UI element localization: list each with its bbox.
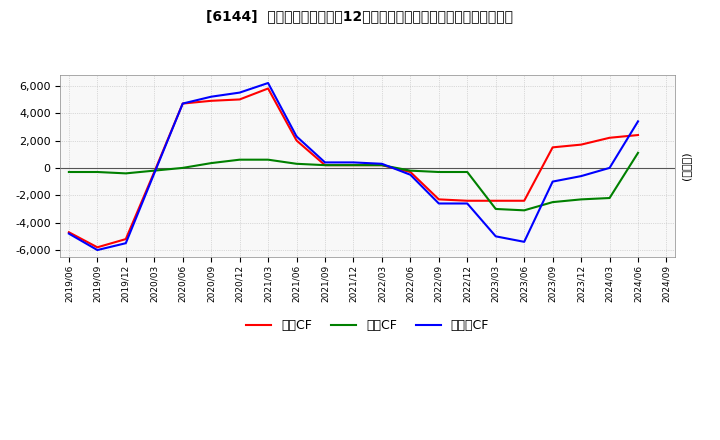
フリーCF	[463, 201, 472, 206]
営業CF	[577, 142, 585, 147]
フリーCF	[264, 81, 272, 86]
フリーCF	[93, 247, 102, 253]
投資CF	[122, 171, 130, 176]
営業CF	[320, 162, 329, 168]
フリーCF	[406, 172, 415, 177]
投資CF	[150, 168, 158, 173]
投資CF	[406, 168, 415, 173]
Line: 営業CF: 営業CF	[69, 88, 638, 247]
フリーCF	[349, 160, 358, 165]
投資CF	[377, 162, 386, 168]
投資CF	[179, 165, 187, 171]
営業CF	[65, 230, 73, 235]
投資CF	[235, 157, 244, 162]
営業CF	[292, 138, 301, 143]
フリーCF	[320, 160, 329, 165]
フリーCF	[634, 119, 642, 124]
フリーCF	[207, 94, 215, 99]
フリーCF	[577, 173, 585, 179]
フリーCF	[235, 90, 244, 95]
Line: フリーCF: フリーCF	[69, 83, 638, 250]
営業CF	[179, 101, 187, 106]
投資CF	[292, 161, 301, 166]
投資CF	[463, 169, 472, 175]
フリーCF	[179, 101, 187, 106]
営業CF	[606, 135, 614, 140]
営業CF	[492, 198, 500, 203]
投資CF	[434, 169, 443, 175]
投資CF	[320, 162, 329, 168]
営業CF	[434, 197, 443, 202]
営業CF	[349, 162, 358, 168]
営業CF	[93, 245, 102, 250]
フリーCF	[606, 165, 614, 171]
営業CF	[406, 169, 415, 175]
営業CF	[235, 97, 244, 102]
Line: 投資CF: 投資CF	[69, 153, 638, 210]
Legend: 営業CF, 投資CF, フリーCF: 営業CF, 投資CF, フリーCF	[241, 314, 494, 337]
Text: [6144]  キャッシュフローの12か月移動合計の対前年同期増減額の推移: [6144] キャッシュフローの12か月移動合計の対前年同期増減額の推移	[207, 9, 513, 23]
フリーCF	[434, 201, 443, 206]
営業CF	[377, 162, 386, 168]
営業CF	[634, 132, 642, 138]
フリーCF	[292, 134, 301, 139]
投資CF	[577, 197, 585, 202]
フリーCF	[377, 161, 386, 166]
営業CF	[122, 236, 130, 242]
営業CF	[520, 198, 528, 203]
フリーCF	[520, 239, 528, 245]
フリーCF	[150, 171, 158, 176]
投資CF	[606, 195, 614, 201]
フリーCF	[492, 234, 500, 239]
投資CF	[549, 199, 557, 205]
営業CF	[207, 98, 215, 103]
投資CF	[207, 161, 215, 166]
投資CF	[349, 162, 358, 168]
投資CF	[492, 206, 500, 212]
投資CF	[520, 208, 528, 213]
フリーCF	[549, 179, 557, 184]
投資CF	[93, 169, 102, 175]
営業CF	[549, 145, 557, 150]
営業CF	[264, 86, 272, 91]
投資CF	[634, 150, 642, 155]
フリーCF	[122, 241, 130, 246]
フリーCF	[65, 231, 73, 236]
Text: (百万円): (百万円)	[681, 151, 691, 180]
営業CF	[150, 169, 158, 175]
営業CF	[463, 198, 472, 203]
投資CF	[264, 157, 272, 162]
投資CF	[65, 169, 73, 175]
